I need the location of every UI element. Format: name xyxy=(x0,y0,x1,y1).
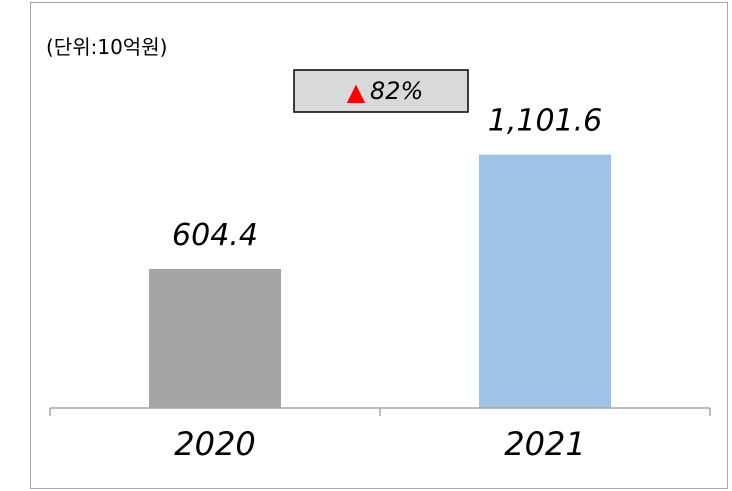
x-tick-label-2020: 2020 xyxy=(174,425,255,463)
data-label-2020: 604.4 xyxy=(172,218,258,253)
data-labels-layer: 604.4 1,101.6 xyxy=(172,104,602,253)
up-triangle-icon: ▲ xyxy=(347,78,366,106)
growth-badge-box xyxy=(293,69,469,113)
bar-2021 xyxy=(479,154,611,408)
x-axis xyxy=(49,407,711,416)
bar-2020 xyxy=(149,268,281,408)
x-tick-label-2021: 2021 xyxy=(504,425,585,463)
bars-layer xyxy=(149,154,611,408)
growth-badge: ▲ 82% xyxy=(293,69,469,113)
x-tick-labels: 2020 2021 xyxy=(174,425,585,463)
growth-percent: 82% xyxy=(370,77,423,105)
data-label-2021: 1,101.6 xyxy=(488,104,603,139)
unit-label: (단위:10억원) xyxy=(46,35,167,59)
